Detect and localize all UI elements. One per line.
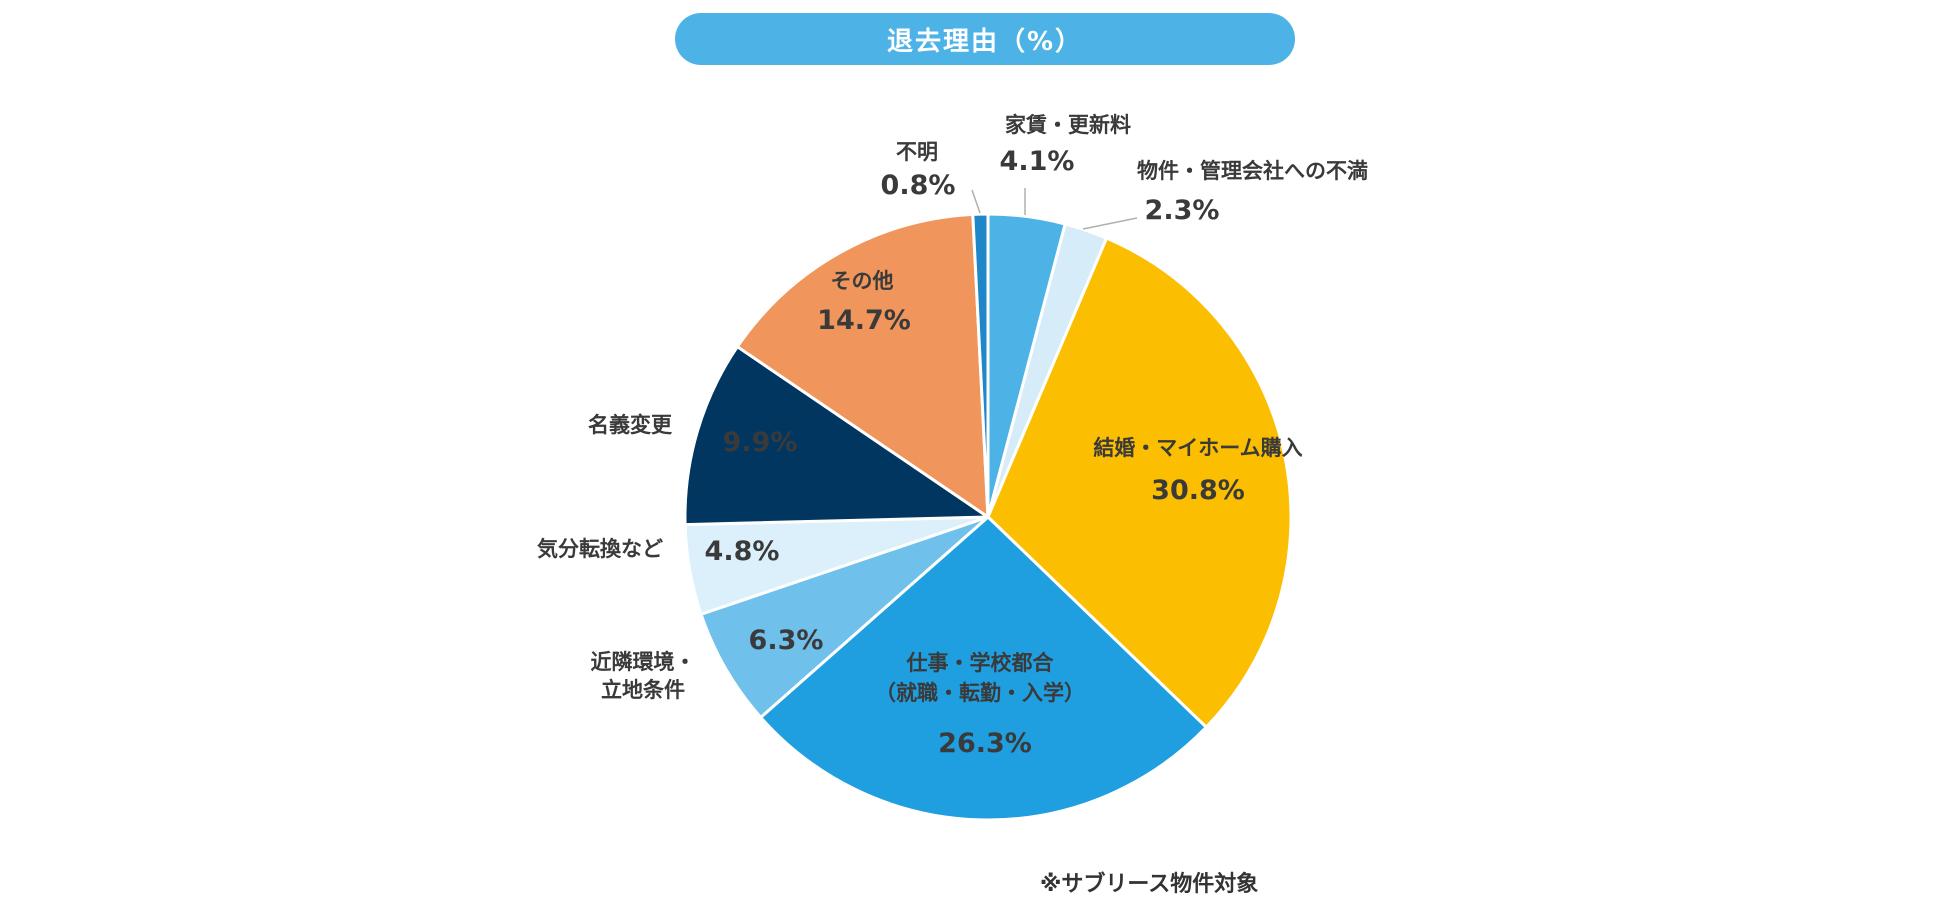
pie-slice [971,212,990,519]
slice-category-label: 立地条件 [601,678,685,702]
slice-value-label: 0.8% [881,170,956,201]
footnote: ※サブリース物件対象 [1040,872,1259,897]
slice-value-label: 9.9% [723,427,798,458]
slice-value-label: 30.8% [1151,475,1245,506]
leader-lines [971,188,1138,230]
slice-category-label: 不明 [896,140,938,164]
slice-value-label: 4.1% [1000,146,1075,177]
slice-value-label: 2.3% [1145,195,1220,226]
slice-category-label: 仕事・学校都合 [906,651,1055,675]
slice-category-label: 結婚・マイホーム購入 [1093,436,1302,460]
chart-title: 退去理由（%） [675,13,1295,65]
slice-category-label: その他 [831,269,894,293]
slice-category-label: 名義変更 [588,413,673,437]
slice-category-label: 近隣環境・ [591,650,696,674]
pie-slice [699,515,990,719]
slice-category-label: 家賃・更新料 [1005,113,1131,137]
pie-slice [735,212,990,519]
slice-value-label: 26.3% [938,728,1032,759]
leader-line [1082,217,1138,230]
slice-category-label: （就職・転勤・入学） [875,681,1085,705]
slice-value-label: 6.3% [749,625,824,656]
slice-category-label: 気分転換など [537,537,663,561]
slice-value-label: 14.7% [817,305,911,336]
slice-category-label: 物件・管理会社への不満 [1137,159,1368,183]
pie-slice [683,345,990,527]
pie-slice [759,515,1208,822]
pie-slices [683,212,1293,822]
leader-line [971,189,981,214]
slice-value-label: 4.8% [705,536,780,567]
slice-labels: 家賃・更新料 4.1% 物件・管理会社への不満 2.3% 結婚・マイホーム購入 30.8%… [537,113,1368,759]
pie-slice [986,236,1293,729]
